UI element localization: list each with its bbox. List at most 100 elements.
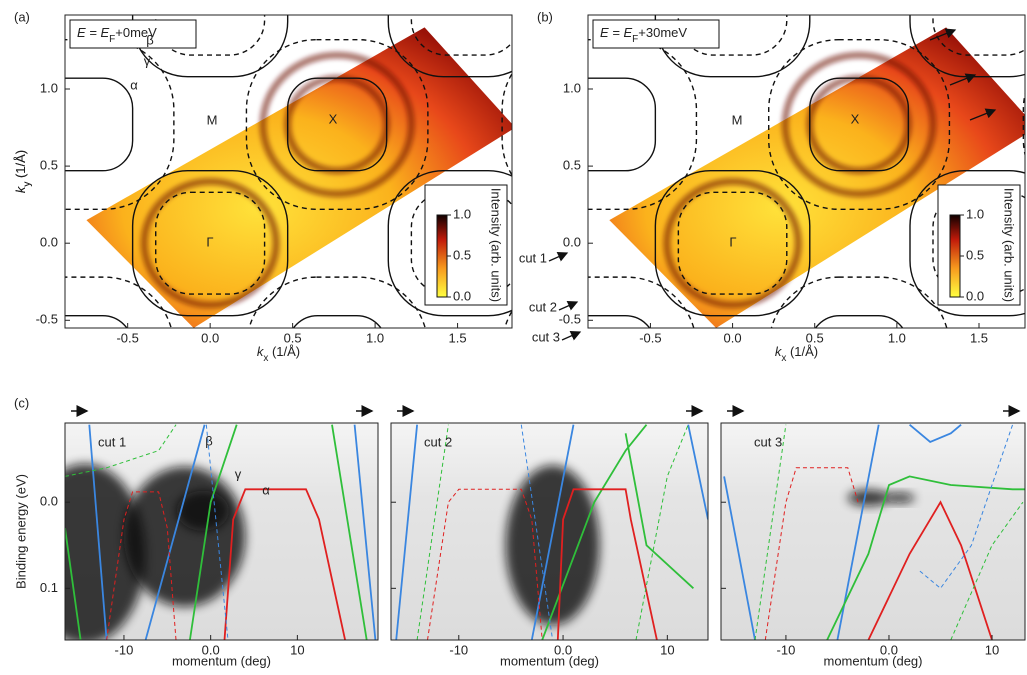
band-feature bbox=[140, 178, 280, 309]
annotation: cut 3 bbox=[532, 329, 560, 344]
band-curve bbox=[687, 424, 708, 520]
plot-content bbox=[721, 423, 1025, 640]
fermi-contour bbox=[677, 191, 788, 295]
cut-end-arrow bbox=[969, 108, 997, 121]
y-axis-label: ky (1/Å) bbox=[13, 150, 33, 193]
annotation: α bbox=[262, 482, 270, 497]
x-tick-label: 1.5 bbox=[449, 330, 467, 345]
x-axis-label: momentum (deg) bbox=[172, 653, 271, 668]
label-tail: (1/Å) bbox=[13, 150, 28, 182]
band-curve-dashed bbox=[764, 467, 859, 640]
band-curve bbox=[395, 424, 418, 640]
fermi-contour bbox=[292, 314, 382, 328]
plot-content bbox=[588, 15, 1025, 328]
fermi-contour bbox=[654, 15, 811, 78]
band-curve-dashed bbox=[635, 424, 689, 640]
annotation: Γ bbox=[729, 234, 736, 249]
band-curve-dashed bbox=[754, 424, 787, 640]
x-tick-label: 1.0 bbox=[888, 330, 906, 345]
annotation: X bbox=[851, 111, 860, 126]
annotation: α bbox=[130, 77, 138, 92]
band-curve bbox=[353, 424, 377, 640]
fermi-contour bbox=[410, 15, 512, 56]
band-curve bbox=[556, 488, 658, 640]
band-curve bbox=[867, 500, 993, 640]
fermi-contour bbox=[588, 77, 657, 172]
x-tick-label: -10 bbox=[777, 642, 796, 657]
annotation: Γ bbox=[206, 234, 213, 249]
annotation: β bbox=[146, 32, 153, 47]
x-axis-label: kx (1/Å) bbox=[775, 344, 818, 364]
x-axis-label: kx (1/Å) bbox=[257, 344, 300, 364]
band-curve bbox=[65, 527, 82, 640]
band-curve bbox=[530, 424, 575, 640]
fermi-contour bbox=[770, 276, 948, 328]
band-curve bbox=[189, 424, 238, 640]
y-tick-label: 1.0 bbox=[40, 80, 58, 95]
annotation: γ bbox=[144, 53, 151, 68]
fermi-contour bbox=[677, 15, 788, 56]
colorbar-label: Intensity (arb. units) bbox=[489, 188, 504, 302]
spectral-weight bbox=[176, 490, 229, 531]
band-curve bbox=[331, 424, 368, 640]
label-main: k bbox=[13, 185, 28, 193]
fermi-contour bbox=[245, 38, 429, 210]
plot-frame bbox=[64, 14, 513, 329]
plot-content bbox=[391, 423, 708, 640]
band-curve bbox=[541, 424, 648, 640]
annotation: M bbox=[732, 112, 743, 127]
fermi-contour bbox=[543, 78, 642, 171]
band-curve bbox=[144, 424, 206, 640]
fermi-contour bbox=[909, 170, 1025, 317]
colorbar-tick-label: 0.0 bbox=[966, 288, 984, 303]
band-curve-dashed bbox=[520, 424, 554, 640]
y-axis-label: Binding energy (eV) bbox=[13, 474, 28, 589]
y-tick-label: 1.0 bbox=[563, 80, 581, 95]
cut-marker bbox=[558, 300, 579, 311]
cut-title: cut 1 bbox=[98, 434, 126, 449]
band-feature bbox=[663, 178, 802, 309]
band-curve bbox=[624, 433, 695, 589]
spectral-weight bbox=[123, 466, 246, 607]
annotation: β bbox=[205, 433, 212, 448]
fermi-contour bbox=[286, 77, 388, 172]
fermi-contour bbox=[809, 77, 910, 172]
y-tick-label: 0.0 bbox=[40, 494, 58, 509]
spectral-weight bbox=[505, 465, 600, 626]
label-sub: F bbox=[632, 34, 638, 45]
band-curve bbox=[826, 475, 1025, 640]
x-tick-label: 1.0 bbox=[366, 330, 384, 345]
spectral-weight bbox=[883, 492, 915, 503]
fermi-contour bbox=[248, 276, 426, 328]
x-tick-label: -10 bbox=[449, 642, 468, 657]
annotation: cut 1 bbox=[519, 250, 547, 265]
band-curve bbox=[88, 424, 108, 640]
cut-marker bbox=[548, 251, 569, 262]
band-curve-dashed bbox=[65, 424, 177, 477]
x-tick-label: 0.0 bbox=[202, 642, 220, 657]
fermi-contour bbox=[814, 314, 904, 328]
label-main: E = E bbox=[77, 25, 109, 40]
fermi-contour bbox=[387, 15, 512, 78]
y-tick-label: 0.5 bbox=[40, 158, 58, 173]
label-main: k bbox=[13, 185, 28, 193]
plot-frame bbox=[587, 14, 1026, 329]
cut-title: cut 2 bbox=[424, 434, 452, 449]
y-tick-label: 0.0 bbox=[40, 235, 58, 250]
fermi-contour bbox=[155, 191, 266, 295]
label-sub: x bbox=[781, 353, 786, 364]
band-curve bbox=[723, 476, 756, 640]
x-tick-label: 1.5 bbox=[970, 330, 988, 345]
band-curve-dashed bbox=[416, 424, 449, 640]
label-sub: x bbox=[263, 353, 268, 364]
spectral-weight bbox=[65, 463, 146, 640]
x-tick-label: 0.0 bbox=[201, 330, 219, 345]
cut-end-arrow bbox=[929, 28, 957, 41]
label-sub: y bbox=[22, 182, 33, 187]
x-tick-label: 0.5 bbox=[806, 330, 824, 345]
band-curve-dashed bbox=[106, 491, 177, 640]
cut-marker bbox=[561, 330, 582, 341]
fermi-contour bbox=[501, 72, 512, 177]
x-tick-label: 10 bbox=[660, 642, 674, 657]
